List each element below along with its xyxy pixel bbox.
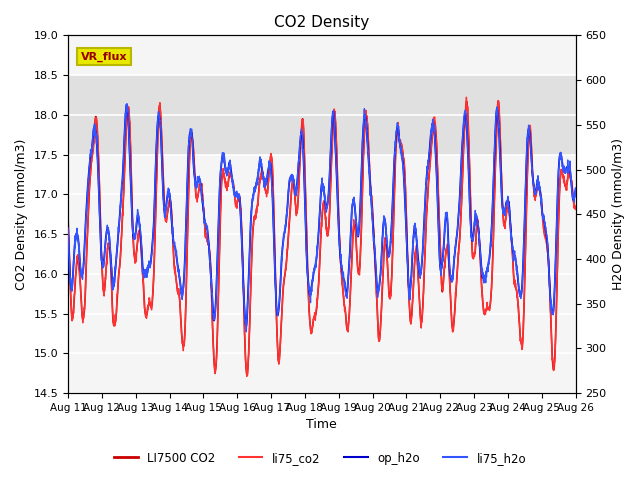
Y-axis label: H2O Density (mmol/m3): H2O Density (mmol/m3) — [612, 138, 625, 290]
Title: CO2 Density: CO2 Density — [274, 15, 369, 30]
Text: VR_flux: VR_flux — [81, 51, 127, 62]
X-axis label: Time: Time — [307, 419, 337, 432]
Y-axis label: CO2 Density (mmol/m3): CO2 Density (mmol/m3) — [15, 139, 28, 290]
Bar — [68, 75, 575, 155]
Legend: LI7500 CO2, li75_co2, op_h2o, li75_h2o: LI7500 CO2, li75_co2, op_h2o, li75_h2o — [109, 447, 531, 469]
